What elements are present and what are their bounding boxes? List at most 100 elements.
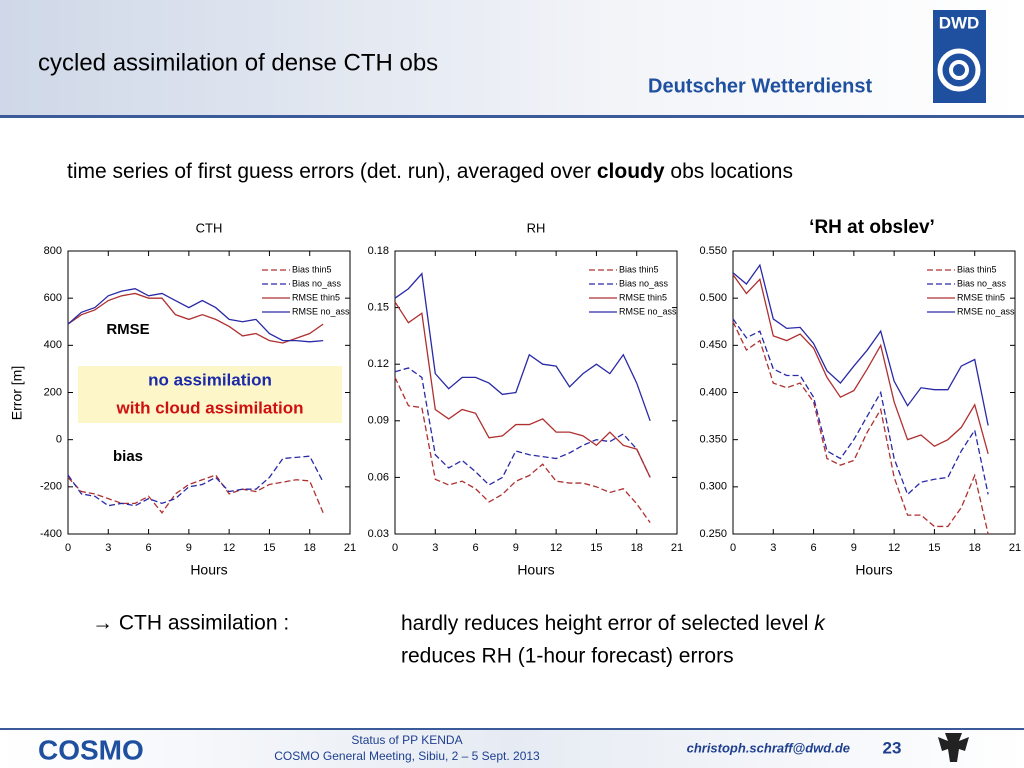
- y-tick-label: 0.15: [368, 302, 389, 314]
- footer-band: [0, 729, 1024, 768]
- annotation-box: [78, 366, 342, 423]
- legend-label: RMSE thin5: [957, 292, 1005, 302]
- legend-label: Bias no_ass: [619, 278, 669, 288]
- subtitle-part: obs locations: [665, 160, 793, 183]
- x-tick-label: 3: [432, 542, 438, 554]
- y-tick-label: 400: [44, 339, 62, 351]
- x-tick-label: 9: [851, 542, 857, 554]
- x-tick-label: 0: [392, 542, 398, 554]
- x-tick-label: 0: [730, 542, 736, 554]
- x-tick-label: 21: [344, 542, 356, 554]
- x-tick-label: 12: [550, 542, 562, 554]
- slide-title: cycled assimilation of dense CTH obs: [38, 49, 438, 76]
- chart: CTH -400 -200 0 200 400 600 800 0 3 6 9 12 15 18 21 Hour…: [9, 220, 356, 577]
- data-line: [732, 263, 989, 426]
- y-tick-label: 0.400: [699, 386, 727, 398]
- x-tick-label: 3: [770, 542, 776, 554]
- data-line: [732, 318, 989, 496]
- x-tick-label: 3: [105, 542, 111, 554]
- chart-title: ‘RH at obslev’: [809, 217, 935, 238]
- legend-label: RMSE no_ass: [957, 306, 1015, 316]
- legend-label: Bias thin5: [619, 264, 659, 274]
- y-tick-label: 0.550: [699, 245, 727, 257]
- cosmo-logo: COSMO: [38, 734, 144, 765]
- x-tick-label: 18: [969, 542, 981, 554]
- subtitle: time series of first guess errors (det. …: [67, 160, 793, 183]
- x-tick-label: 15: [928, 542, 940, 554]
- legend-label: RMSE no_ass: [292, 306, 350, 316]
- chart-title: RH: [527, 220, 546, 235]
- annotation: no assimilation: [148, 370, 272, 389]
- legend-label: Bias no_ass: [957, 278, 1007, 288]
- subtitle-part: time series of first guess errors (det. …: [67, 160, 597, 183]
- data-line: [394, 377, 651, 524]
- y-tick-label: 0.500: [699, 292, 727, 304]
- data-line: [67, 474, 324, 514]
- x-tick-label: 0: [65, 542, 71, 554]
- dwd-logo-text: DWD: [939, 13, 980, 32]
- conclusion-line: reduces RH (1-hour forecast) errors: [401, 645, 734, 668]
- x-tick-label: 6: [146, 542, 152, 554]
- legend-label: Bias no_ass: [292, 278, 342, 288]
- y-tick-label: 0.06: [368, 471, 389, 483]
- annotation: RMSE: [106, 321, 149, 338]
- x-tick-label: 21: [1009, 542, 1021, 554]
- x-tick-label: 6: [473, 542, 479, 554]
- y-axis-label: Error [m]: [9, 366, 25, 420]
- header-band: [0, 0, 1024, 115]
- data-line: [732, 274, 989, 454]
- x-tick-label: 9: [513, 542, 519, 554]
- data-line: [394, 272, 651, 422]
- chart: RH 0.03 0.06 0.09 0.12 0.15 0.18 0 3 6 9 12 15 18 21 Ho…: [368, 220, 684, 577]
- x-tick-label: 18: [631, 542, 643, 554]
- y-tick-label: 200: [44, 386, 62, 398]
- conclusion-italic: k: [814, 612, 826, 635]
- y-tick-label: 0.300: [699, 481, 727, 493]
- eagle-emblem: [938, 733, 969, 762]
- y-tick-label: 0.350: [699, 434, 727, 446]
- legend-label: RMSE thin5: [292, 292, 340, 302]
- conclusion-text: hardly reduces height error of selected …: [401, 612, 814, 635]
- y-tick-label: 0.12: [368, 358, 389, 370]
- x-tick-label: 6: [811, 542, 817, 554]
- x-tick-label: 9: [186, 542, 192, 554]
- x-axis-label: Hours: [190, 562, 227, 578]
- data-line: [67, 288, 324, 343]
- x-tick-label: 18: [304, 542, 316, 554]
- footer-rule: [0, 728, 1024, 730]
- logo-swirl: [937, 48, 981, 92]
- x-tick-label: 15: [590, 542, 602, 554]
- legend-label: Bias thin5: [292, 264, 332, 274]
- x-tick-label: 12: [888, 542, 900, 554]
- data-line: [394, 301, 651, 478]
- chart-title: CTH: [196, 220, 223, 235]
- annotation: with cloud assimilation: [115, 398, 303, 417]
- data-line: [394, 367, 651, 486]
- y-tick-label: 600: [44, 292, 62, 304]
- x-axis-label: Hours: [517, 562, 554, 578]
- page-number: 23: [883, 738, 902, 757]
- footer-email: christoph.schraff@dwd.de: [687, 740, 850, 755]
- data-line: [67, 455, 324, 507]
- chart: ‘RH at obslev’ 0.250 0.300 0.350 0.400 0.450 0…: [699, 217, 1021, 578]
- y-tick-label: 0: [56, 434, 62, 446]
- y-tick-label: 0.18: [368, 245, 389, 257]
- conclusion-line: hardly reduces height error of selected …: [401, 612, 826, 635]
- data-line: [732, 321, 989, 535]
- subtitle-bold: cloudy: [597, 160, 665, 183]
- plot-frame: [394, 250, 678, 535]
- y-tick-label: 0.09: [368, 415, 389, 427]
- header-rule: [0, 115, 1024, 118]
- y-tick-label: 800: [44, 245, 62, 257]
- x-axis-label: Hours: [855, 562, 892, 578]
- data-line: [67, 292, 324, 344]
- x-tick-label: 21: [671, 542, 683, 554]
- y-tick-label: 0.03: [368, 528, 389, 540]
- x-tick-label: 15: [263, 542, 275, 554]
- y-tick-label: 0.450: [699, 339, 727, 351]
- footer-line: Status of PP KENDA: [351, 733, 462, 747]
- y-tick-label: -200: [40, 481, 62, 493]
- legend-label: Bias thin5: [957, 264, 997, 274]
